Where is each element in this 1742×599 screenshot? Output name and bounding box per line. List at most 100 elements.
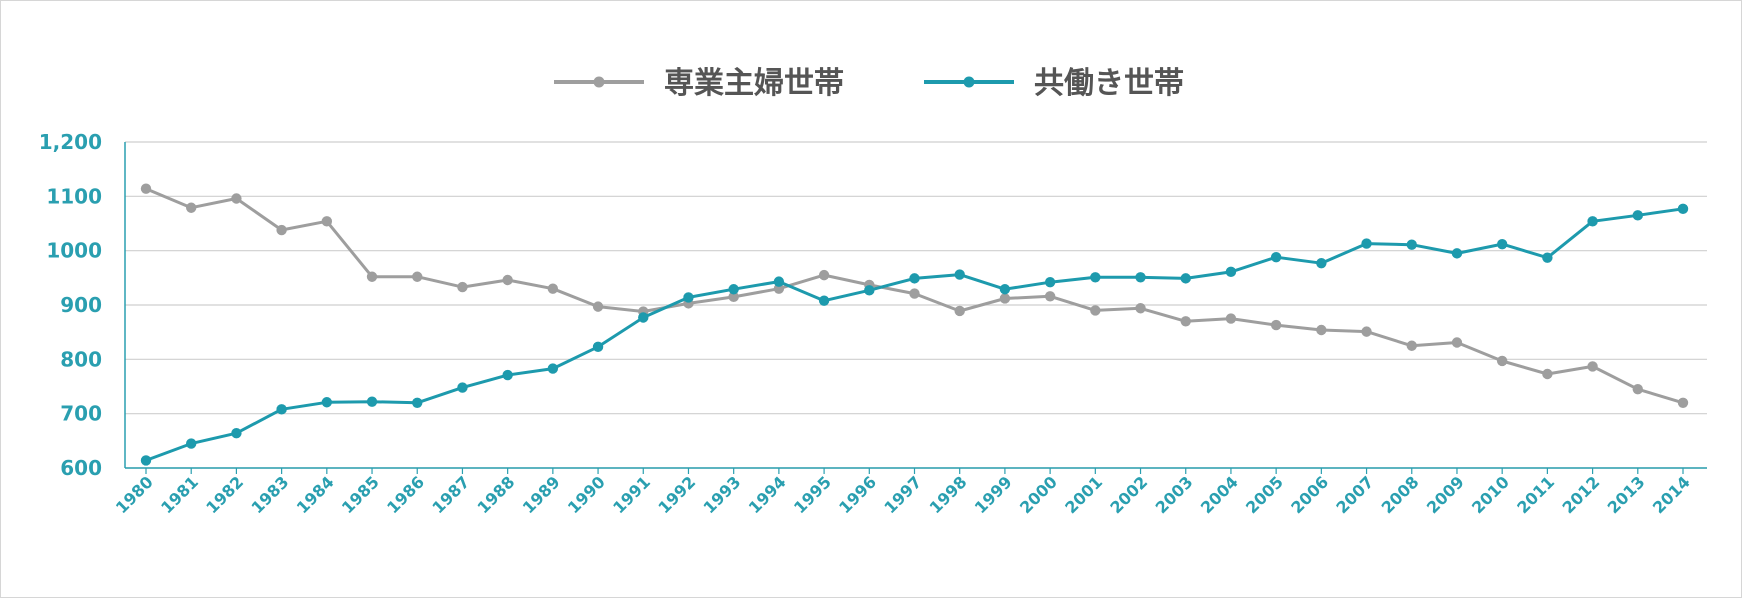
x-tick-label: 2008 — [1378, 472, 1423, 517]
data-point — [502, 369, 513, 381]
x-tick-label: 2012 — [1558, 472, 1603, 517]
data-point — [502, 274, 513, 286]
x-tick-label: 1980 — [112, 472, 157, 517]
data-point — [864, 285, 875, 296]
data-point — [818, 295, 830, 306]
data-point — [366, 271, 378, 282]
data-point — [1225, 266, 1237, 278]
x-tick-label: 2013 — [1604, 472, 1649, 517]
data-point — [728, 291, 739, 303]
x-tick-label: 2002 — [1106, 472, 1151, 517]
x-tick-label: 2004 — [1197, 472, 1242, 517]
x-tick-label: 2001 — [1061, 472, 1106, 517]
data-point — [1135, 272, 1146, 283]
data-point — [140, 183, 152, 194]
x-tick-label: 1983 — [248, 472, 293, 517]
data-point — [728, 284, 739, 295]
data-point — [773, 276, 785, 287]
x-tick-label: 2007 — [1332, 472, 1377, 517]
x-tick-label: 1996 — [835, 472, 880, 517]
y-axis: 600 700 800 900 1000 1100 1,200 — [39, 130, 126, 480]
x-axis: 1980 1981 1982 1983 1984 1985 1986 1987 1988 1989… — [112, 467, 1707, 517]
y-tick-label: 600 — [60, 456, 102, 480]
data-point — [1361, 326, 1372, 337]
data-point — [683, 292, 694, 303]
data-point — [1090, 272, 1101, 283]
data-point — [999, 293, 1011, 304]
x-tick-label: 1992 — [654, 472, 699, 517]
gridlines — [125, 141, 1707, 469]
data-point — [1677, 203, 1689, 215]
data-point — [1542, 368, 1553, 380]
data-point — [231, 193, 242, 204]
legend-label: 専業主婦世帯 — [664, 66, 844, 101]
data-point — [1451, 248, 1463, 259]
data-point — [457, 382, 468, 393]
data-point — [638, 312, 649, 323]
data-point — [909, 288, 920, 299]
data-point — [276, 404, 287, 415]
x-tick-label: 2010 — [1468, 472, 1513, 517]
data-point — [276, 224, 287, 236]
data-point — [818, 269, 830, 281]
data-point — [412, 397, 423, 408]
data-point — [366, 396, 378, 407]
x-tick-label: 2011 — [1513, 472, 1558, 517]
data-point — [1180, 316, 1191, 327]
data-point — [1135, 303, 1146, 314]
x-tick-label: 2000 — [1016, 472, 1061, 517]
data-point — [412, 271, 423, 282]
data-point — [1677, 397, 1689, 408]
data-point — [186, 202, 197, 213]
x-tick-label: 2005 — [1242, 472, 1287, 517]
legend-swatch-marker — [593, 76, 605, 88]
x-tick-label: 1991 — [609, 472, 654, 517]
y-tick-label: 800 — [60, 347, 102, 371]
data-point — [547, 283, 559, 294]
data-point — [1270, 251, 1282, 263]
data-point — [1180, 273, 1191, 284]
data-point — [1632, 210, 1643, 221]
legend-item-1: 専業主婦世帯 — [554, 66, 844, 101]
x-tick-label: 1987 — [428, 472, 473, 517]
legend-label: 共働き世帯 — [1034, 66, 1184, 101]
legend-item-2: 共働き世帯 — [924, 66, 1184, 101]
data-point — [1632, 384, 1643, 395]
data-point — [1316, 324, 1327, 336]
x-tick-label: 1985 — [338, 472, 383, 517]
y-tick-label: 900 — [60, 293, 102, 317]
data-point — [1225, 313, 1237, 324]
y-tick-label: 1000 — [46, 239, 102, 263]
data-point — [1270, 319, 1282, 331]
x-tick-label: 2009 — [1423, 472, 1468, 517]
x-tick-label: 1998 — [926, 472, 971, 517]
data-point — [231, 428, 242, 439]
data-point — [1451, 337, 1463, 348]
data-point — [1406, 340, 1417, 351]
x-tick-label: 1984 — [293, 472, 338, 517]
data-point — [1361, 238, 1372, 249]
x-tick-label: 2006 — [1287, 472, 1332, 517]
x-tick-label: 1981 — [157, 472, 202, 517]
data-point — [909, 273, 920, 284]
x-tick-label: 1982 — [202, 472, 247, 517]
data-point — [1316, 257, 1327, 269]
x-tick-label: 1994 — [745, 472, 790, 517]
data-point — [592, 341, 604, 353]
data-point — [954, 269, 965, 280]
data-point — [954, 305, 965, 317]
x-tick-label: 1997 — [880, 472, 925, 517]
series-2 — [140, 203, 1689, 466]
series-line — [145, 207, 1684, 462]
x-tick-label: 1986 — [383, 472, 428, 517]
x-tick-label: 1993 — [700, 472, 745, 517]
series-1 — [140, 183, 1689, 408]
x-tick-label: 2003 — [1152, 472, 1197, 517]
data-point — [457, 281, 468, 293]
y-tick-label: 1100 — [46, 184, 102, 208]
y-tick-label: 700 — [60, 402, 102, 426]
data-point — [321, 397, 333, 408]
data-point — [1542, 252, 1553, 263]
data-point — [1090, 305, 1101, 316]
